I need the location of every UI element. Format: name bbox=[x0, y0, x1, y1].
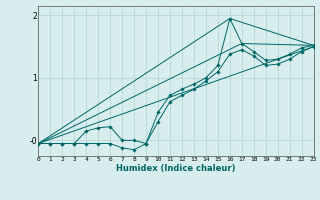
X-axis label: Humidex (Indice chaleur): Humidex (Indice chaleur) bbox=[116, 164, 236, 173]
